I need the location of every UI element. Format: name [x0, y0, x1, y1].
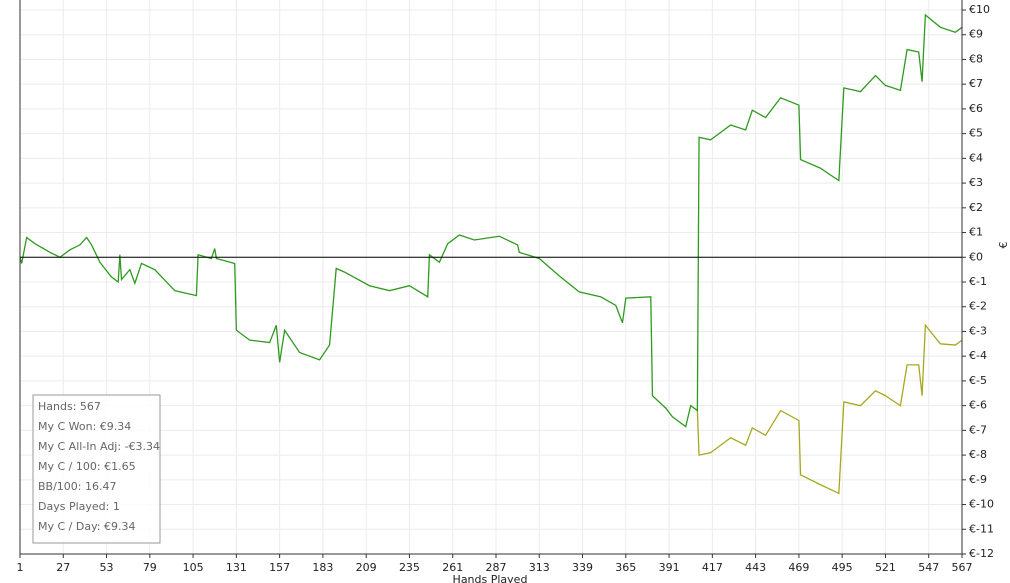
x-tick-label: 261	[442, 561, 463, 574]
y-tick-label: €-1	[969, 275, 987, 288]
axes: €10 €9 €8 €7 €6 €5 €4 €3 €2 €1 €0 €-1 €-2 €-3 €-4 €-5 €-…	[17, 0, 994, 574]
x-tick-label: 547	[918, 561, 939, 574]
x-tick-label: 53	[100, 561, 114, 574]
x-tick-label: 105	[183, 561, 204, 574]
x-tick-label: 391	[659, 561, 680, 574]
x-tick-label: 567	[952, 561, 973, 574]
y-tick-label: €-11	[969, 522, 994, 535]
x-tick-label: 79	[143, 561, 157, 574]
y-tick-label: €5	[969, 127, 983, 140]
y-tick-label: €3	[969, 176, 983, 189]
info-line: My C / 100: €1.65	[38, 460, 136, 473]
x-tick-label: 209	[356, 561, 377, 574]
info-box: Hands: 567 My C Won: €9.34 My C All-In Adj…	[32, 394, 161, 544]
y-tick-label: €-4	[969, 349, 987, 362]
y-tick-label: €9	[969, 28, 983, 41]
info-line: BB/100: 16.47	[38, 480, 117, 493]
y-tick-label: €6	[969, 102, 983, 115]
y-tick-label: €2	[969, 201, 983, 214]
info-line: My C / Day: €9.34	[38, 520, 136, 533]
x-axis-label: Hands Played	[453, 573, 528, 583]
y-tick-label: €-6	[969, 399, 987, 412]
lines	[19, 13, 963, 495]
info-frame	[32, 394, 161, 544]
y-tick-label: €10	[969, 3, 990, 16]
y-tick-label: €1	[969, 226, 983, 239]
info-line: Days Played: 1	[38, 500, 120, 513]
series-line	[696, 323, 963, 495]
x-tick-label: 495	[832, 561, 853, 574]
x-tick-label: 235	[399, 561, 420, 574]
y-tick-label: €7	[969, 77, 983, 90]
x-tick-label: 339	[572, 561, 593, 574]
y-tick-label: €-3	[969, 324, 987, 337]
series-line	[19, 13, 963, 428]
x-tick-label: 521	[875, 561, 896, 574]
x-tick-label: 157	[269, 561, 290, 574]
y-tick-label: €-12	[969, 547, 994, 560]
y-tick-label: €0	[969, 250, 983, 263]
y-tick-label: €-5	[969, 374, 987, 387]
x-tick-label: 443	[745, 561, 766, 574]
x-tick-label: 417	[702, 561, 723, 574]
x-tick-label: 183	[312, 561, 333, 574]
y-tick-label: €-2	[969, 300, 987, 313]
y-tick-label: €-10	[969, 498, 994, 511]
x-tick-label: 131	[226, 561, 247, 574]
x-tick-label: 27	[56, 561, 70, 574]
y-tick-label: €-8	[969, 448, 987, 461]
x-tick-label: 287	[485, 561, 506, 574]
x-tick-label: 469	[788, 561, 809, 574]
y-tick-label: €-9	[969, 473, 987, 486]
info-line: Hands: 567	[38, 400, 101, 413]
info-line: My C Won: €9.34	[38, 420, 131, 433]
y-tick-label: €4	[969, 151, 983, 164]
x-tick-label: 1	[17, 561, 24, 574]
x-tick-label: 365	[615, 561, 636, 574]
y-tick-label: €-7	[969, 423, 987, 436]
y-tick-label: €8	[969, 52, 983, 65]
y-axis-label: €	[997, 242, 1010, 249]
info-line: My C All-In Adj: -€3.34	[38, 440, 160, 453]
x-tick-label: 313	[529, 561, 550, 574]
